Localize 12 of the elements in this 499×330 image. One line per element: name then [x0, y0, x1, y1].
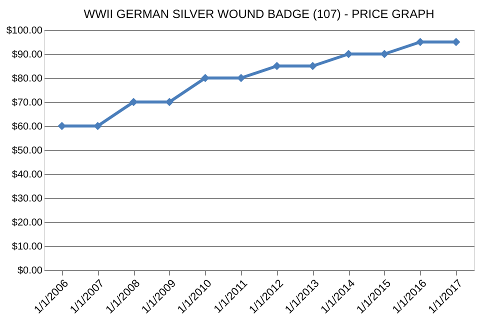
y-tick-label: $90.00	[12, 50, 43, 60]
y-tick-label: $50.00	[12, 146, 43, 156]
y-tick-label: $40.00	[12, 170, 43, 180]
y-tick-label: $30.00	[12, 194, 43, 204]
y-tick-label: $80.00	[12, 74, 43, 84]
y-tick-label: $70.00	[12, 98, 43, 108]
y-tick-label: $100.00	[6, 26, 43, 36]
y-tick-label: $60.00	[12, 122, 43, 132]
y-tick-label: $20.00	[12, 218, 43, 228]
y-tick-label: $0.00	[17, 266, 43, 276]
y-tick-label: $10.00	[12, 242, 43, 252]
chart-title: WWII GERMAN SILVER WOUND BADGE (107) - PRICE GRAPH	[84, 7, 434, 21]
